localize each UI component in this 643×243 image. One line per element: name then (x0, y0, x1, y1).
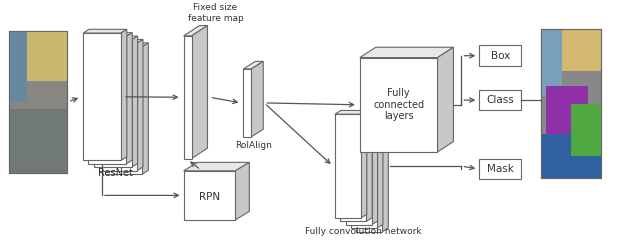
Bar (243, 69, 251, 137)
Text: Box: Box (491, 51, 510, 61)
Bar (351, 124, 377, 228)
Text: Mask: Mask (487, 164, 514, 174)
Text: Fully
connected
layers: Fully connected layers (373, 88, 424, 122)
Bar (541, 29, 601, 71)
Text: Class: Class (486, 95, 514, 105)
Bar (541, 29, 601, 178)
Bar (10, 109, 67, 173)
Text: Fully convolution network: Fully convolution network (305, 227, 421, 236)
Bar (571, 104, 601, 156)
Polygon shape (88, 33, 132, 36)
Polygon shape (235, 162, 249, 220)
Polygon shape (377, 121, 383, 228)
Polygon shape (142, 43, 149, 174)
Bar (356, 128, 383, 232)
Polygon shape (383, 124, 388, 232)
Bar (10, 31, 26, 102)
Bar (10, 31, 67, 173)
Bar (541, 134, 601, 178)
Polygon shape (83, 29, 127, 33)
Bar (479, 159, 521, 179)
Bar (340, 118, 367, 221)
Text: Fixed size
feature map: Fixed size feature map (188, 3, 243, 23)
Polygon shape (105, 43, 149, 47)
Polygon shape (361, 111, 367, 218)
Polygon shape (340, 114, 372, 118)
Polygon shape (99, 40, 143, 43)
Bar (346, 121, 372, 225)
Bar (335, 114, 361, 218)
Polygon shape (192, 26, 208, 159)
Text: RoIAlign: RoIAlign (235, 141, 272, 150)
Polygon shape (94, 36, 138, 40)
Polygon shape (367, 114, 372, 221)
Bar (83, 33, 121, 160)
FancyBboxPatch shape (10, 31, 67, 173)
Polygon shape (132, 36, 138, 167)
Bar (94, 40, 132, 167)
Polygon shape (126, 33, 132, 164)
Bar (184, 171, 235, 220)
Bar (541, 29, 601, 178)
Text: ResNet: ResNet (98, 168, 133, 178)
Polygon shape (360, 47, 453, 58)
Bar (99, 43, 137, 171)
Polygon shape (137, 40, 143, 171)
Polygon shape (251, 61, 263, 137)
Bar (479, 90, 521, 111)
Bar (105, 47, 142, 174)
Bar (479, 45, 521, 66)
Polygon shape (121, 29, 127, 160)
Bar (360, 58, 437, 152)
Bar (541, 29, 562, 96)
Polygon shape (346, 117, 377, 121)
Bar (184, 36, 192, 159)
Polygon shape (184, 162, 249, 171)
Text: RPN: RPN (199, 192, 220, 202)
Polygon shape (243, 61, 263, 69)
Polygon shape (437, 47, 453, 152)
Polygon shape (356, 124, 388, 128)
Bar (10, 31, 67, 81)
Bar (546, 86, 588, 153)
Polygon shape (184, 26, 208, 36)
Polygon shape (351, 121, 383, 124)
Bar (88, 36, 126, 164)
Polygon shape (335, 111, 367, 114)
Polygon shape (372, 117, 377, 225)
